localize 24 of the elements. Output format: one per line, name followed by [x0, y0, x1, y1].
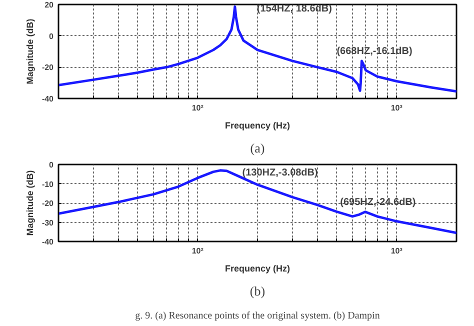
- x-tick-label: 10³: [390, 104, 403, 112]
- text: (a): [250, 140, 265, 156]
- annotation: (130HZ,-3.08dB): [242, 167, 318, 178]
- x-tick-label: 10³: [390, 246, 403, 256]
- annotation: (154HZ, 18.6dB): [256, 4, 332, 15]
- y-tick-label: -10: [42, 180, 54, 189]
- annotation: (695HZ,-24.6dB): [340, 196, 416, 208]
- y-tick-label: -20: [42, 199, 54, 208]
- x-axis-title: Frequency (Hz): [224, 264, 290, 274]
- text: g. 9. (a) Resonance points of the original system. (b) Dampin: [135, 310, 380, 322]
- text: (b): [250, 284, 266, 298]
- x-tick-label: 10²: [192, 246, 204, 256]
- y-tick-label: 20: [44, 0, 54, 10]
- y-tick-label: -40: [42, 94, 54, 104]
- y-tick-label: 0: [49, 160, 54, 170]
- y-tick-label: -30: [42, 218, 54, 228]
- x-axis-title: Frequency (Hz): [224, 120, 290, 130]
- x-tick-label: 10²: [192, 104, 204, 112]
- annotation: (668HZ,-16.1dB): [336, 46, 412, 58]
- y-tick-label: 0: [49, 32, 54, 41]
- y-tick-label: -40: [42, 238, 54, 246]
- y-axis-title: Magnitude (dB): [24, 170, 35, 236]
- y-axis-title: Magnitude (dB): [24, 18, 35, 84]
- y-tick-label: -20: [42, 63, 54, 72]
